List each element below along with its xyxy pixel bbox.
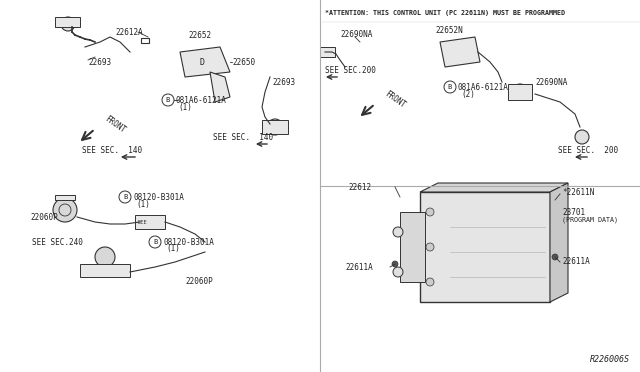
Text: B: B [153,239,157,245]
Text: D: D [200,58,205,67]
Text: SEE SEC.240: SEE SEC.240 [32,237,83,247]
Polygon shape [210,72,230,102]
Circle shape [512,84,528,100]
Text: (1): (1) [136,199,150,208]
Text: 22652: 22652 [188,31,211,39]
Circle shape [575,130,589,144]
Polygon shape [508,84,532,100]
Text: SEE SEC.  140: SEE SEC. 140 [82,145,142,154]
Circle shape [162,94,174,106]
Text: 081A6-6121A: 081A6-6121A [175,96,226,105]
Text: 22690NA: 22690NA [535,77,568,87]
Bar [420,192,550,302]
Polygon shape [420,183,568,192]
Text: R226006S: R226006S [590,356,630,365]
Circle shape [426,243,434,251]
Text: (1): (1) [166,244,180,253]
Polygon shape [180,47,230,77]
Text: (PROGRAM DATA): (PROGRAM DATA) [562,217,618,223]
Polygon shape [55,17,80,27]
Text: 22060P: 22060P [185,278,212,286]
Text: (1): (1) [178,103,192,112]
Circle shape [53,198,77,222]
Polygon shape [550,183,568,302]
Text: B: B [166,97,170,103]
Polygon shape [135,215,165,229]
Text: 22612: 22612 [348,183,371,192]
Circle shape [149,236,161,248]
Bar [141,38,149,42]
Bar [400,212,425,282]
Text: 22650: 22650 [232,58,255,67]
Text: B: B [448,84,452,90]
Polygon shape [262,120,288,134]
Circle shape [61,17,75,31]
Text: 08120-B301A: 08120-B301A [133,192,184,202]
Circle shape [119,191,131,203]
Circle shape [426,278,434,286]
Text: FRONT: FRONT [383,90,407,110]
Text: 22612A: 22612A [115,28,143,36]
Text: *22611N: *22611N [562,187,595,196]
Text: SEE SEC.200: SEE SEC.200 [325,65,376,74]
Text: FRONT: FRONT [103,115,127,135]
Text: *ATTENTION: THIS CONTROL UNIT (PC 22611N) MUST BE PROGRAMMED: *ATTENTION: THIS CONTROL UNIT (PC 22611N… [325,10,565,16]
Text: SEE SEC.  200: SEE SEC. 200 [558,145,618,154]
Circle shape [426,208,434,216]
Circle shape [444,81,456,93]
Text: EEE: EEE [137,219,147,224]
Circle shape [393,227,403,237]
Text: B: B [123,194,127,200]
Polygon shape [80,264,130,277]
Text: (2): (2) [461,90,475,99]
Circle shape [552,254,558,260]
Text: 22690NA: 22690NA [340,29,372,38]
Text: 08120-B301A: 08120-B301A [163,237,214,247]
Text: 22611A: 22611A [345,263,372,272]
Text: 081A6-6121A: 081A6-6121A [458,83,509,92]
Text: 23701: 23701 [562,208,585,217]
Circle shape [267,119,283,135]
Circle shape [393,267,403,277]
Text: SEE SEC.  140: SEE SEC. 140 [213,132,273,141]
Text: 22652N: 22652N [435,26,463,35]
Circle shape [95,247,115,267]
Circle shape [392,261,398,267]
Bar [55,195,75,200]
Text: 22611A: 22611A [562,257,589,266]
Text: 22693: 22693 [272,77,295,87]
Text: 22060P: 22060P [30,212,58,221]
Polygon shape [440,37,480,67]
Polygon shape [320,47,335,57]
Text: 22693: 22693 [88,58,111,67]
